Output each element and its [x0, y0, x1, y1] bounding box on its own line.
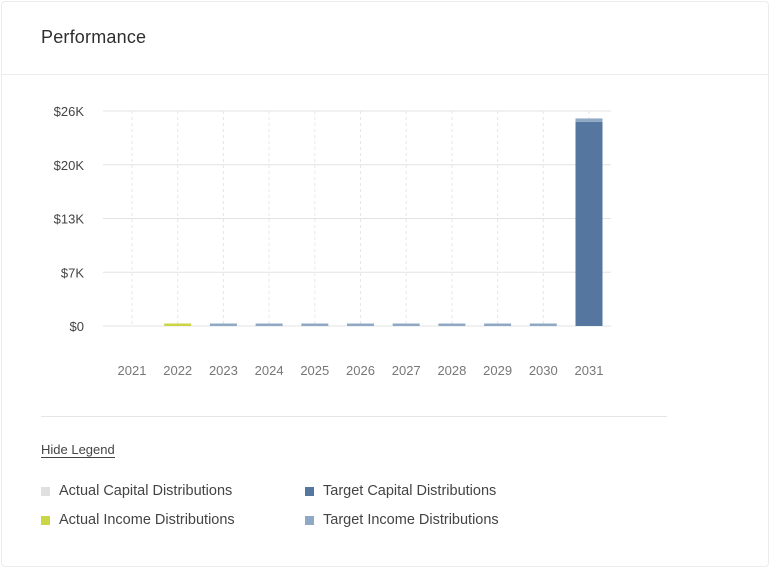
bar-actual-income-distributions [164, 323, 192, 326]
x-tick-label: 2027 [392, 363, 421, 378]
bar-target-income-distributions [529, 323, 557, 326]
x-tick-label: 2025 [300, 363, 329, 378]
bar-target-income-distributions [392, 323, 420, 326]
bar-target-income-distributions [255, 323, 283, 326]
bar-target-income-distributions [575, 118, 603, 122]
card-header: Performance [2, 2, 768, 75]
legend-item-actual-capital[interactable]: Actual Capital Distributions [41, 483, 232, 499]
legend-swatch [305, 515, 314, 525]
bar-target-income-distributions [301, 323, 329, 326]
x-tick-label: 2021 [118, 363, 147, 378]
x-tick-label: 2024 [255, 363, 284, 378]
y-tick-label: $7K [61, 265, 84, 280]
legend-swatch [41, 515, 50, 525]
x-tick-label: 2031 [575, 363, 604, 378]
legend-item-target-capital[interactable]: Target Capital Distributions [305, 483, 496, 499]
legend-label: Actual Capital Distributions [59, 483, 233, 499]
bar-target-income-distributions [347, 323, 374, 326]
legend-item-target-income[interactable]: Target Income Distributions [305, 512, 499, 528]
legend-divider [41, 416, 667, 417]
y-tick-label: $13K [54, 212, 85, 227]
y-tick-label: $0 [70, 319, 84, 334]
legend-label: Target Capital Distributions [323, 483, 497, 499]
x-tick-label: 2029 [483, 363, 512, 378]
x-tick-label: 2023 [209, 363, 238, 378]
x-tick-label: 2026 [346, 363, 375, 378]
x-tick-label: 2028 [437, 363, 466, 378]
performance-chart: $0 $7K $13K $20K $26K 2021 2022 2023 2024 2025 202… [54, 104, 611, 378]
y-tick-label: $20K [54, 158, 85, 173]
y-tick-label: $26K [54, 104, 85, 119]
legend-swatch [41, 486, 50, 496]
legend-swatch [305, 486, 314, 496]
card-title: Performance [41, 27, 147, 47]
bar-target-income-distributions [484, 323, 512, 326]
legend-label: Actual Income Distributions [59, 512, 235, 528]
bar-target-income-distributions [209, 323, 237, 326]
legend-label: Target Income Distributions [323, 512, 499, 528]
x-tick-label: 2030 [529, 363, 558, 378]
legend-item-actual-income[interactable]: Actual Income Distributions [41, 512, 235, 528]
x-tick-label: 2022 [163, 363, 192, 378]
bar-target-income-distributions [438, 323, 466, 326]
hide-legend-link[interactable]: Hide Legend [41, 442, 115, 458]
bar-target-capital-distributions [575, 121, 603, 326]
